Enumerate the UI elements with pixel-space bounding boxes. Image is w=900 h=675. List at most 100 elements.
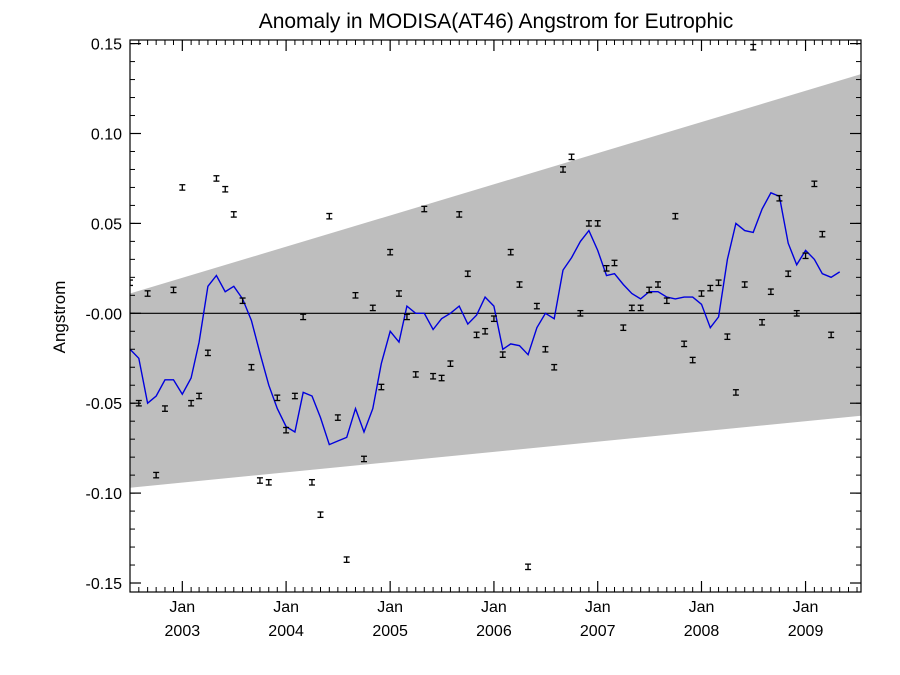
data-point [654, 281, 661, 288]
data-point [326, 212, 333, 220]
data-point [360, 455, 367, 463]
data-point [239, 297, 246, 305]
data-point [482, 327, 489, 335]
data-point [196, 392, 203, 400]
data-point [153, 471, 160, 479]
data-point [222, 185, 229, 193]
data-point [715, 279, 722, 287]
data-point [464, 270, 471, 278]
data-point [430, 372, 437, 380]
data-point [369, 304, 376, 312]
smoothed-series-line [130, 191, 841, 446]
plot-area: 0.15 0.10 0.05 -0.00 -0.05 -0.10 -0.15 Jan 2003 J… [86, 37, 862, 640]
data-point [689, 356, 696, 364]
data-point [490, 315, 497, 323]
y-tick-label: -0.05 [86, 396, 123, 413]
data-point [144, 290, 151, 297]
data-point [230, 211, 237, 218]
data-point [412, 371, 419, 378]
data-point [403, 313, 410, 321]
data-point [343, 556, 350, 563]
data-point [637, 304, 644, 312]
data-point [213, 175, 220, 182]
data-point [568, 153, 575, 161]
x-tick-year-label: 2005 [372, 623, 408, 640]
data-point [611, 259, 618, 267]
y-axis-label: Angstrom [50, 281, 69, 354]
data-point [698, 290, 705, 297]
data-point [308, 478, 315, 486]
data-point [283, 426, 290, 434]
y-tick-label: -0.00 [86, 306, 123, 323]
y-tick-label: 0.15 [91, 37, 122, 54]
data-point [499, 351, 506, 359]
x-tick-year-label: 2007 [580, 623, 616, 640]
data-point [732, 389, 739, 396]
data-point [750, 43, 757, 51]
data-point [551, 363, 558, 371]
data-point [811, 180, 818, 188]
data-point [585, 220, 592, 227]
data-point [300, 313, 307, 321]
plot-frame [129, 39, 862, 593]
data-point [628, 304, 635, 312]
data-point [516, 281, 523, 288]
data-point [130, 279, 133, 287]
y-tick-label: -0.15 [86, 576, 123, 593]
data-point [767, 288, 774, 296]
plot-inner [130, 43, 861, 571]
chart-title: Anomaly in MODISA(AT46) Angstrom for Eut… [259, 10, 734, 33]
data-point [204, 349, 211, 357]
data-point [447, 360, 454, 367]
x-tick-month-label: Jan [793, 599, 819, 616]
data-point [594, 220, 601, 227]
x-tick-month-label: Jan [689, 599, 715, 616]
data-point [188, 399, 195, 407]
data-point [507, 248, 514, 256]
x-tick-year-label: 2003 [165, 623, 201, 640]
data-point [542, 345, 549, 353]
data-point [161, 405, 168, 412]
y-tick-label: -0.10 [86, 486, 123, 503]
data-point [179, 184, 186, 191]
data-point [672, 212, 679, 220]
data-point [828, 331, 835, 339]
x-tick-year-label: 2006 [476, 623, 512, 640]
data-point [352, 291, 359, 299]
data-point [334, 414, 341, 421]
data-point [663, 297, 670, 305]
data-point [560, 166, 567, 173]
y-tick-label: 0.10 [91, 126, 122, 143]
data-point [741, 281, 748, 288]
data-point [533, 302, 540, 310]
x-tick-month-label: Jan [273, 599, 299, 616]
data-point [438, 374, 445, 382]
data-point [421, 205, 428, 213]
data-point [291, 392, 298, 400]
x-tick-month-label: Jan [377, 599, 403, 616]
data-point [248, 363, 255, 371]
data-point [317, 511, 324, 519]
data-point [378, 383, 385, 391]
x-tick-year-label: 2009 [788, 623, 824, 640]
data-point [620, 324, 627, 332]
x-tick-year-label: 2004 [268, 623, 304, 640]
data-point [785, 270, 792, 278]
data-point [819, 230, 826, 238]
data-point [776, 194, 783, 202]
y-tick-label: 0.05 [91, 216, 122, 233]
data-point [387, 248, 394, 256]
data-point [802, 252, 809, 260]
data-point [603, 265, 610, 272]
data-point [577, 309, 584, 317]
data-point [456, 211, 463, 218]
data-point [473, 331, 480, 339]
x-tick-month-label: Jan [481, 599, 507, 616]
x-tick-month-label: Jan [585, 599, 611, 616]
data-point [395, 290, 402, 297]
data-point [759, 318, 766, 326]
x-tick-month-label: Jan [169, 599, 195, 616]
data-point [793, 309, 800, 317]
data-point [170, 286, 177, 294]
